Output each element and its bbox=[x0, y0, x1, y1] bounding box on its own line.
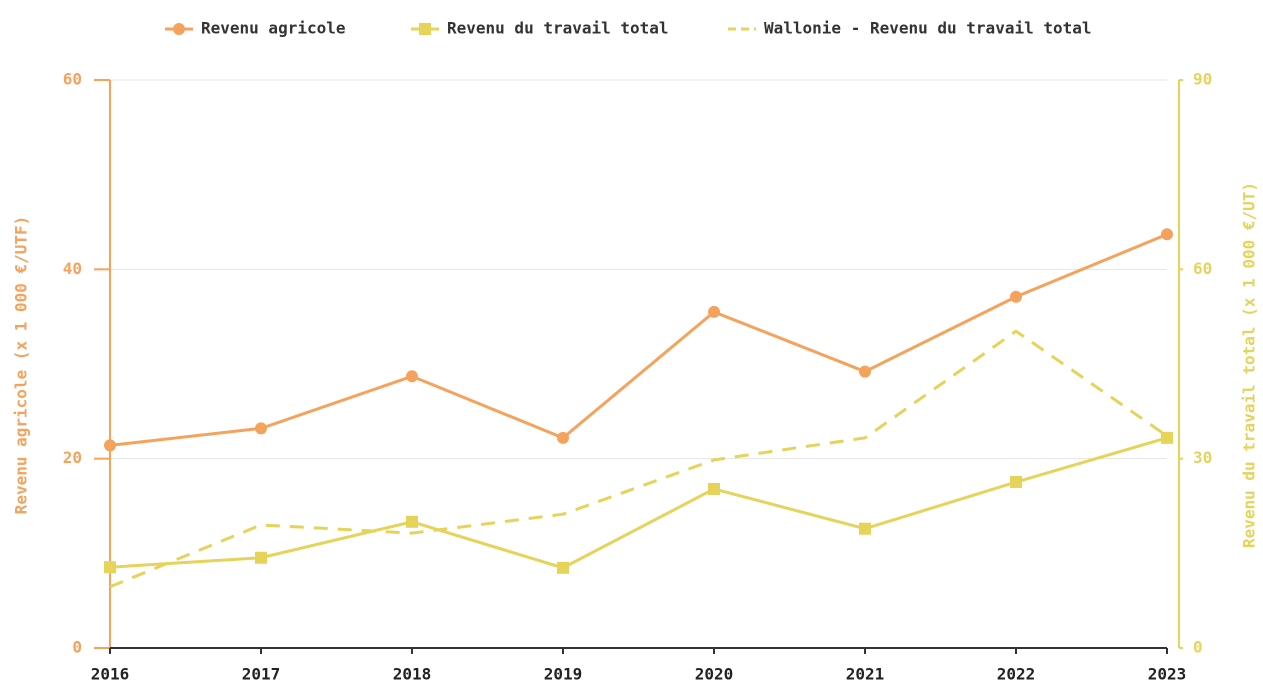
point bbox=[255, 551, 267, 564]
point bbox=[859, 365, 871, 378]
point bbox=[557, 431, 569, 444]
y-tick-label: 40 bbox=[63, 259, 82, 278]
x-tick-label: 2019 bbox=[544, 665, 583, 684]
point bbox=[557, 561, 569, 574]
legend-label: Revenu du travail total bbox=[447, 19, 669, 38]
point bbox=[1010, 290, 1022, 303]
y2-axis-title: Revenu du travail total (x 1 000 €/UT) bbox=[1240, 182, 1259, 548]
point bbox=[1010, 476, 1022, 489]
point bbox=[859, 522, 871, 535]
y-tick-label: 0 bbox=[72, 638, 82, 657]
x-tick-label: 2022 bbox=[997, 665, 1036, 684]
y2-tick-label: 30 bbox=[1193, 448, 1212, 467]
series-line bbox=[109, 232, 1168, 447]
point bbox=[406, 515, 418, 528]
y-axis-title: Revenu agricole (x 1 000 €/UTF) bbox=[12, 216, 31, 515]
x-tick-label: 2023 bbox=[1148, 665, 1187, 684]
x-tick-label: 2021 bbox=[846, 665, 885, 684]
y-tick-label: 60 bbox=[63, 70, 82, 89]
x-tick-label: 2017 bbox=[242, 665, 281, 684]
x-tick-label: 2016 bbox=[91, 665, 130, 684]
legend-marker bbox=[173, 23, 185, 35]
x-tick-label: 2020 bbox=[695, 665, 734, 684]
point bbox=[255, 422, 267, 435]
legend-label: Revenu agricole bbox=[201, 19, 346, 38]
legend-marker bbox=[419, 23, 431, 35]
point bbox=[104, 439, 116, 452]
y2-tick-label: 90 bbox=[1193, 70, 1212, 89]
point bbox=[406, 370, 418, 383]
series-line bbox=[109, 436, 1168, 570]
x-tick-label: 2018 bbox=[393, 665, 432, 684]
legend-label: Wallonie - Revenu du travail total bbox=[764, 19, 1092, 38]
point bbox=[708, 305, 720, 318]
y2-tick-label: 60 bbox=[1193, 259, 1212, 278]
point bbox=[1161, 431, 1173, 444]
point bbox=[1161, 228, 1173, 241]
point bbox=[708, 482, 720, 495]
y2-tick-label: 0 bbox=[1193, 638, 1203, 657]
y-tick-label: 20 bbox=[63, 448, 82, 467]
point bbox=[104, 561, 116, 574]
